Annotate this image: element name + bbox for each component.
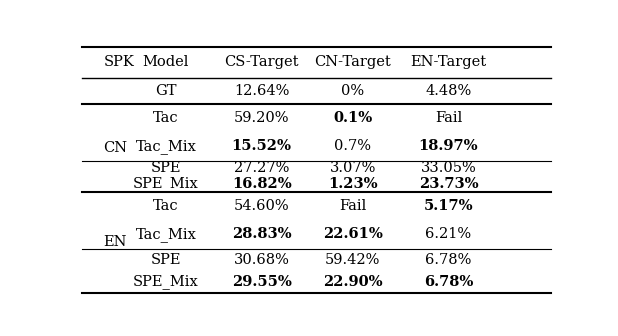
Text: 23.73%: 23.73%: [418, 177, 478, 191]
Text: EN: EN: [104, 235, 127, 249]
Text: Fail: Fail: [435, 111, 462, 125]
Text: SPE_Mix: SPE_Mix: [133, 274, 199, 289]
Text: 6.78%: 6.78%: [424, 275, 473, 289]
Text: SPK: SPK: [104, 55, 135, 69]
Text: 27.27%: 27.27%: [234, 161, 289, 175]
Text: SPE: SPE: [151, 161, 181, 175]
Text: EN-Target: EN-Target: [410, 55, 486, 69]
Text: Tac: Tac: [153, 199, 179, 213]
Text: Tac_Mix: Tac_Mix: [135, 139, 197, 154]
Text: 0%: 0%: [341, 84, 364, 98]
Text: 54.60%: 54.60%: [234, 199, 289, 213]
Text: Tac: Tac: [153, 111, 179, 125]
Text: 0.1%: 0.1%: [333, 111, 372, 125]
Text: 28.83%: 28.83%: [232, 227, 292, 241]
Text: 22.90%: 22.90%: [323, 275, 383, 289]
Text: GT: GT: [155, 84, 177, 98]
Text: CN: CN: [104, 141, 128, 155]
Text: 3.07%: 3.07%: [329, 161, 376, 175]
Text: 30.68%: 30.68%: [234, 253, 290, 266]
Text: 29.55%: 29.55%: [232, 275, 292, 289]
Text: 0.7%: 0.7%: [334, 139, 371, 154]
Text: 59.42%: 59.42%: [325, 253, 380, 266]
Text: 33.05%: 33.05%: [421, 161, 476, 175]
Text: 59.20%: 59.20%: [234, 111, 289, 125]
Text: 18.97%: 18.97%: [418, 139, 478, 154]
Text: 22.61%: 22.61%: [323, 227, 383, 241]
Text: 1.23%: 1.23%: [328, 177, 378, 191]
Text: Fail: Fail: [339, 199, 366, 213]
Text: 5.17%: 5.17%: [423, 199, 473, 213]
Text: 4.48%: 4.48%: [425, 84, 472, 98]
Text: SPE: SPE: [151, 253, 181, 266]
Text: Tac_Mix: Tac_Mix: [135, 227, 197, 242]
Text: 12.64%: 12.64%: [234, 84, 289, 98]
Text: 16.82%: 16.82%: [232, 177, 292, 191]
Text: 6.78%: 6.78%: [425, 253, 472, 266]
Text: 6.21%: 6.21%: [425, 227, 472, 241]
Text: CN-Target: CN-Target: [315, 55, 391, 69]
Text: SPE_Mix: SPE_Mix: [133, 176, 199, 191]
Text: CS-Target: CS-Target: [224, 55, 299, 69]
Text: 15.52%: 15.52%: [232, 139, 292, 154]
Text: Model: Model: [143, 55, 189, 69]
